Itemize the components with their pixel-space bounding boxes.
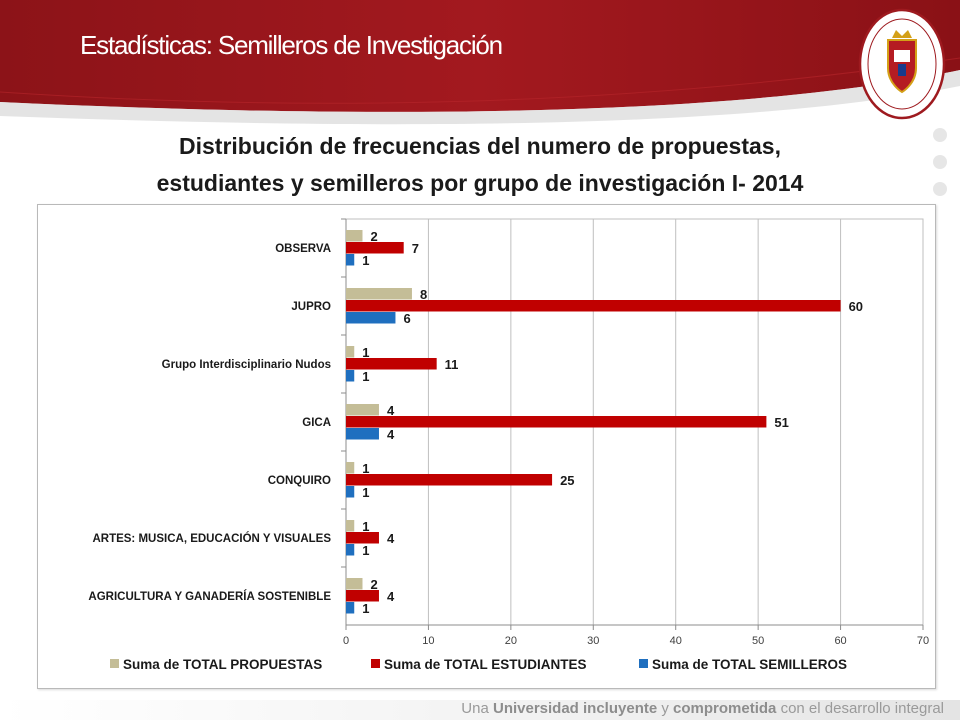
bar bbox=[346, 532, 379, 544]
legend-label: Suma de TOTAL SEMILLEROS bbox=[652, 657, 847, 672]
bar bbox=[346, 428, 379, 440]
chart-panel: 0 10 20 30 40 50 60 70 OBSERVA 2 7 1 JUPRO 8 60 6 Grupo … bbox=[37, 204, 936, 689]
footer-bold-1: Universidad incluyente bbox=[492, 700, 658, 717]
bar bbox=[346, 474, 553, 486]
data-label: 4 bbox=[387, 589, 395, 604]
legend-swatch bbox=[110, 659, 119, 668]
category-label: GICA bbox=[302, 417, 331, 429]
data-label: 11 bbox=[445, 357, 459, 372]
footer-bold-2: comprometida bbox=[673, 700, 777, 717]
bar-chart: 0 10 20 30 40 50 60 70 OBSERVA 2 7 1 JUPRO 8 60 6 Grupo … bbox=[88, 218, 929, 672]
bar bbox=[346, 346, 355, 358]
decorative-dots-icon bbox=[933, 128, 947, 196]
university-seal-icon bbox=[858, 8, 946, 120]
x-tick-label: 50 bbox=[752, 635, 764, 647]
x-tick-label: 0 bbox=[343, 635, 349, 647]
data-label: 2 bbox=[370, 577, 377, 592]
data-label: 1 bbox=[362, 461, 369, 476]
slide-title: Estadísticas: Semilleros de Investigació… bbox=[80, 30, 503, 60]
category-label: ARTES: MUSICA, EDUCACIÓN Y VISUALES bbox=[92, 532, 331, 545]
data-label: 1 bbox=[362, 345, 369, 360]
bar bbox=[346, 230, 363, 242]
x-tick-label: 70 bbox=[917, 635, 929, 647]
bar bbox=[346, 358, 437, 370]
bar bbox=[346, 370, 355, 382]
bar bbox=[346, 404, 379, 416]
category-label: CONQUIRO bbox=[268, 475, 331, 487]
header-banner bbox=[0, 0, 960, 125]
data-label: 1 bbox=[362, 485, 369, 500]
bar bbox=[346, 544, 355, 556]
legend-swatch bbox=[639, 659, 648, 668]
data-label: 1 bbox=[362, 253, 369, 268]
data-label: 4 bbox=[387, 427, 395, 442]
bar bbox=[346, 590, 379, 602]
x-tick-label: 20 bbox=[505, 635, 517, 647]
bar bbox=[346, 486, 355, 498]
data-label: 1 bbox=[362, 519, 369, 534]
data-label: 1 bbox=[362, 369, 369, 384]
x-tick-label: 30 bbox=[587, 635, 599, 647]
bar bbox=[346, 520, 355, 532]
category-label: OBSERVA bbox=[275, 243, 331, 255]
bar bbox=[346, 254, 355, 266]
footer-mid: y bbox=[657, 700, 674, 717]
footer-bar bbox=[0, 700, 960, 720]
data-label: 2 bbox=[370, 229, 377, 244]
data-label: 7 bbox=[412, 241, 419, 256]
footer-prefix: Una bbox=[461, 700, 493, 717]
data-label: 4 bbox=[387, 403, 395, 418]
data-label: 51 bbox=[774, 415, 788, 430]
bar bbox=[346, 288, 412, 300]
data-label: 8 bbox=[420, 287, 427, 302]
bar bbox=[346, 312, 396, 324]
footer-slogan: Una Universidad incluyente y comprometid… bbox=[461, 700, 944, 717]
data-label: 25 bbox=[560, 473, 574, 488]
chart-title: Distribución de frecuencias del numero d… bbox=[40, 128, 920, 202]
bar bbox=[346, 578, 363, 590]
legend-label: Suma de TOTAL ESTUDIANTES bbox=[384, 657, 587, 672]
legend-label: Suma de TOTAL PROPUESTAS bbox=[123, 657, 322, 672]
footer-suffix: con el desarrollo integral bbox=[776, 700, 944, 717]
bar bbox=[346, 462, 355, 474]
category-label: JUPRO bbox=[291, 301, 331, 313]
data-label: 4 bbox=[387, 531, 395, 546]
x-tick-label: 60 bbox=[834, 635, 846, 647]
chart-title-line-2: estudiantes y semilleros por grupo de in… bbox=[156, 170, 804, 196]
category-label: AGRICULTURA Y GANADERÍA SOSTENIBLE bbox=[88, 590, 331, 603]
x-tick-label: 10 bbox=[422, 635, 434, 647]
data-label: 6 bbox=[403, 311, 410, 326]
data-label: 1 bbox=[362, 601, 369, 616]
legend-swatch bbox=[371, 659, 380, 668]
bar bbox=[346, 602, 355, 614]
bar bbox=[346, 300, 841, 312]
x-tick-label: 40 bbox=[670, 635, 682, 647]
data-label: 1 bbox=[362, 543, 369, 558]
chart-title-line-1: Distribución de frecuencias del numero d… bbox=[179, 133, 781, 159]
category-label: Grupo Interdisciplinario Nudos bbox=[162, 359, 331, 371]
data-label: 60 bbox=[849, 299, 863, 314]
bar bbox=[346, 242, 404, 254]
bar bbox=[346, 416, 767, 428]
